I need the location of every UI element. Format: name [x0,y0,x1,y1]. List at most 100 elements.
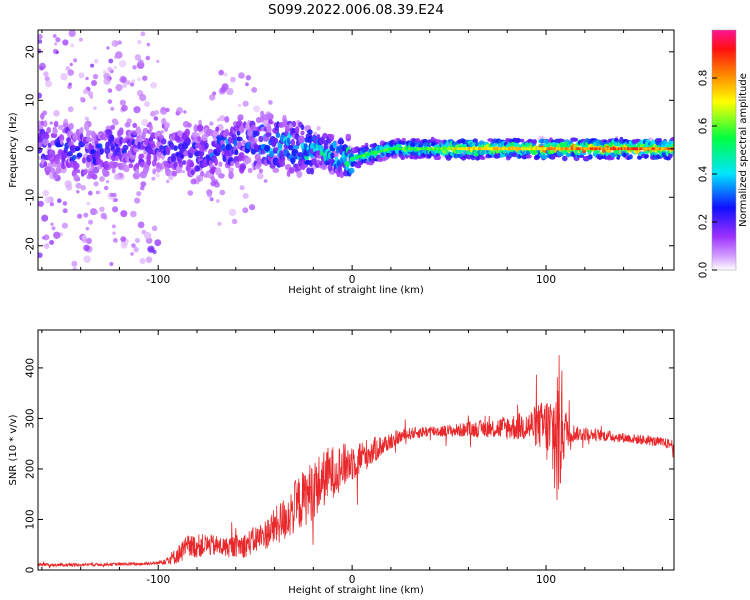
spectral-ridge [187,122,192,128]
spectral-speckle [86,201,91,206]
page-title: S099.2022.006.08.39.E24 [268,2,444,18]
spectral-ridge [579,154,585,158]
spectral-speckle [245,75,252,81]
spectral-ridge [67,151,73,157]
spectral-ridge [264,144,271,152]
spectral-speckle [82,88,89,95]
spectral-speckle [57,198,62,203]
spectral-speckle [237,103,242,108]
spectral-ridge [204,142,209,150]
spectral-ridge [178,161,183,168]
y-tick-label: 300 [25,408,37,428]
spectral-speckle [72,267,78,270]
spectral-speckle [150,81,158,89]
spectral-ridge [124,122,131,128]
spectral-speckle [80,185,86,191]
spectral-ridge [133,146,140,153]
spectral-ridge [445,141,450,147]
spectral-ridge [282,119,289,127]
spectral-speckle [134,54,142,61]
spectral-speckle [137,77,141,82]
spectral-ridge [291,120,297,128]
spectral-ridge [228,167,234,173]
spectral-ridge [146,153,152,161]
spectral-speckle [92,73,99,80]
spectral-ridge [119,136,124,145]
spectral-ridge [479,156,486,161]
spectral-speckle [118,60,127,68]
spectral-ridge [392,153,398,159]
spectral-ridge [91,173,98,180]
spectral-speckle [83,244,90,252]
spectral-ridge [230,161,235,167]
spectral-ridge [150,132,157,140]
spectral-ridge [218,161,223,167]
spectral-speckle [133,106,141,114]
spectral-ridge [218,173,225,179]
spectral-speckle [85,227,90,231]
spectral-speckle [107,66,113,72]
spectral-ridge [173,145,178,151]
spectral-speckle [43,71,49,77]
y-tick-label: 400 [25,358,37,378]
colorbar-label: Normalized spectral amplitude [738,73,749,227]
spectral-speckle [76,190,80,194]
spectral-ridge [210,176,215,182]
spectral-speckle [38,252,43,258]
spectral-speckle [103,72,111,80]
spectral-ridge [330,152,335,160]
spectral-ridge [327,163,333,172]
spectral-speckle [130,210,137,218]
spectral-ridge [184,128,190,137]
spectral-speckle [134,237,140,244]
spectral-ridge [514,137,522,143]
spectral-speckle [144,232,152,240]
spectral-ridge [348,167,355,174]
spectral-ridge [242,140,246,145]
spectral-ridge [73,174,80,182]
spectral-speckle [216,199,220,203]
spectral-ridge [657,138,662,143]
spectral-speckle [99,206,105,212]
spectral-speckle [100,212,107,219]
y-tick-label: 100 [25,509,37,529]
spectral-ridge [55,167,62,174]
spectral-speckle [209,94,216,101]
spectral-speckle [151,176,156,181]
spectral-speckle [61,222,68,229]
spectral-ridge [247,167,253,174]
spectral-speckle [65,66,71,71]
spectral-speckle [54,42,58,46]
spectral-ridge [268,119,273,125]
spectral-ridge [233,139,238,147]
spectral-speckle [144,101,150,107]
spectral-ridge [265,131,272,138]
spectral-ridge [42,137,49,146]
spectral-ridge [99,147,105,155]
spectral-ridge [138,153,145,159]
spectral-ridge [558,138,565,143]
spectral-speckle [49,202,54,207]
spectral-speckle [71,260,78,267]
spectral-ridge [48,149,56,156]
spectral-ridge [472,138,478,143]
spectral-speckle [107,88,113,93]
spectral-ridge [118,127,124,136]
x-tick-label: 0 [349,274,356,286]
spectral-speckle [120,236,127,243]
spectral-speckle [83,255,91,263]
spectral-ridge [85,124,90,133]
spectral-speckle [190,178,197,185]
spectral-ridge [267,125,272,133]
spectral-ridge [292,144,300,150]
spectral-ridge [165,168,172,177]
spectral-ridge [364,142,369,148]
spectral-ridge [245,123,249,131]
spectral-ridge [215,167,222,176]
spectral-speckle [38,48,42,54]
spectral-speckle [50,222,54,226]
spectral-ridge [345,133,351,139]
spectral-ridge [307,135,313,144]
spectral-speckle [131,243,136,248]
spectral-speckle [137,40,142,45]
